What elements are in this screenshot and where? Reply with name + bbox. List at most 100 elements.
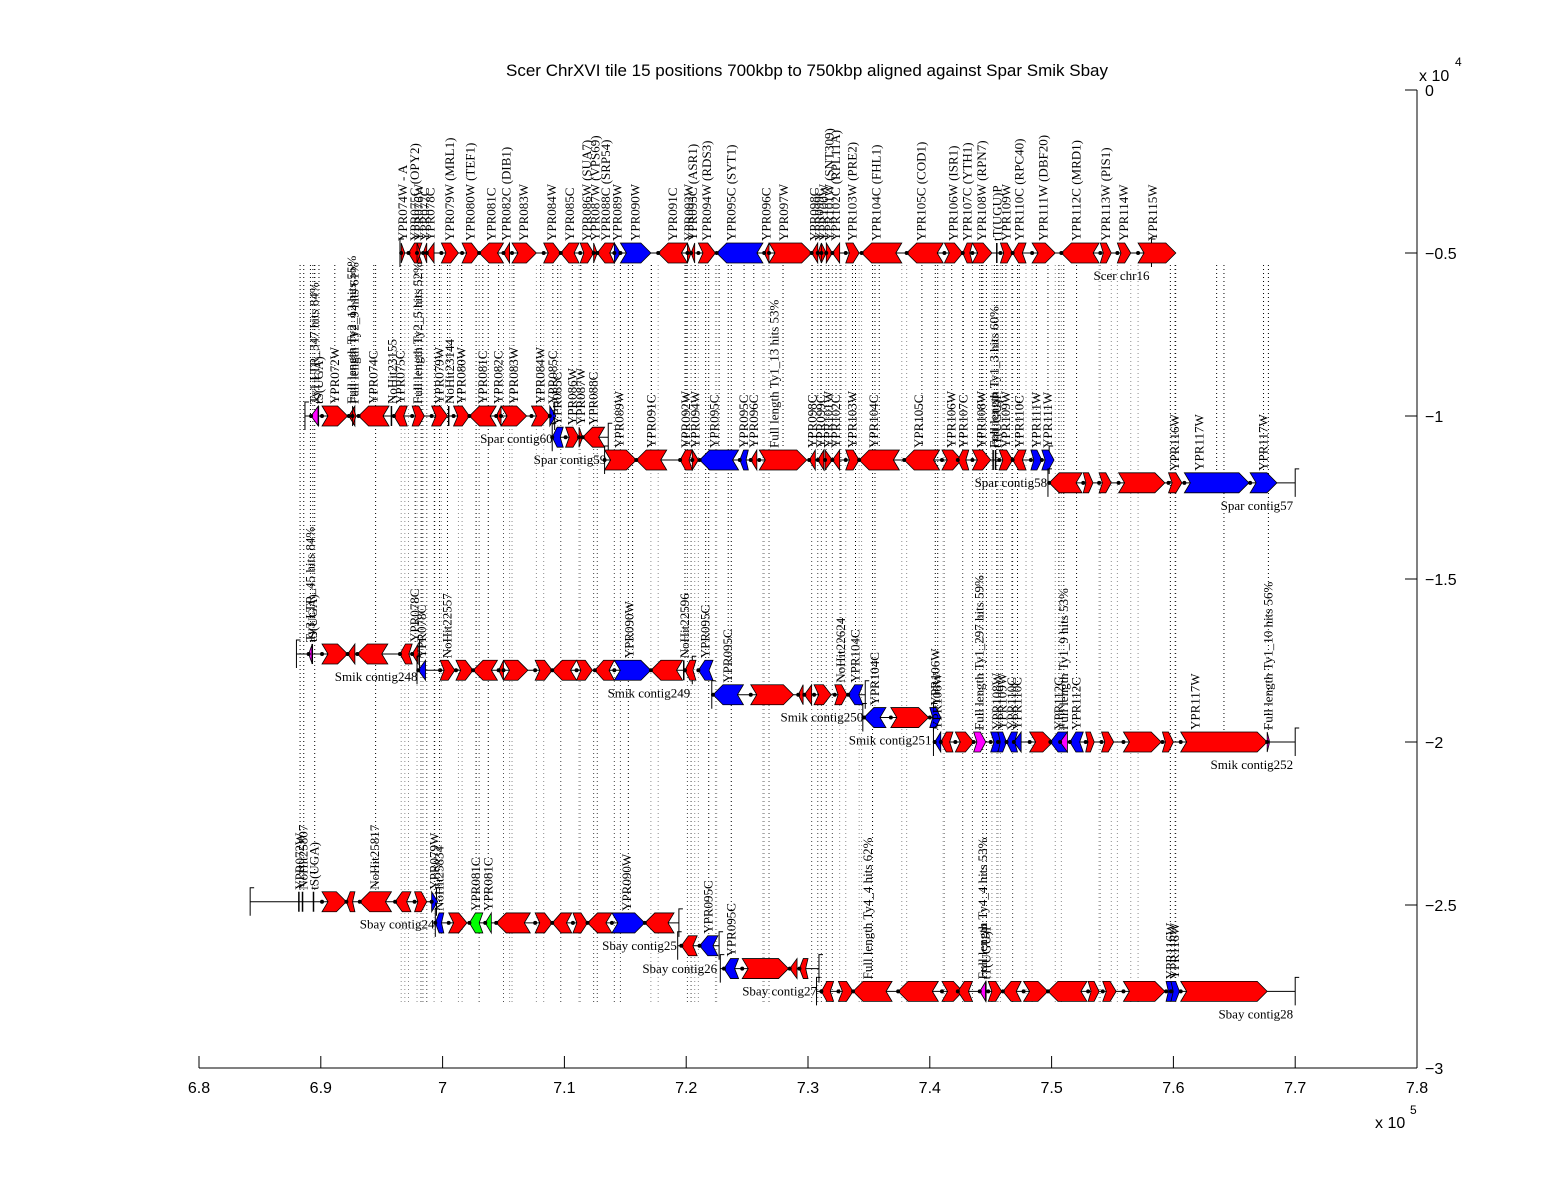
- gene-arrow: [987, 980, 1003, 1002]
- gene-start-dot: [656, 251, 661, 255]
- gene-arrow: [897, 980, 940, 1002]
- gene-label: YPR094W (RDS3): [699, 140, 714, 241]
- gene-label: Full length Ty2_12 hits 55%: [344, 255, 359, 404]
- gene-start-dot: [696, 251, 701, 255]
- gene-start-dot: [1000, 989, 1005, 994]
- x-tick-label: 6.9: [310, 1080, 332, 1097]
- gene-start-dot: [612, 668, 617, 673]
- gene-arrow: [426, 241, 435, 265]
- gene-label: YPR082C: [491, 351, 506, 404]
- gene-start-dot: [533, 668, 538, 673]
- gene-label: YPR079W (MRL1): [442, 138, 457, 241]
- x-multiplier-label: x 10: [1375, 1115, 1405, 1132]
- gene-start-dot: [819, 251, 824, 255]
- gene-arrow: [861, 242, 903, 264]
- gene-label: YPR079W: [432, 346, 447, 404]
- gene-start-dot: [927, 715, 932, 720]
- gene-label: YPR090W: [621, 600, 636, 658]
- contig-end-bracket: [607, 422, 613, 452]
- gene-start-dot: [433, 920, 438, 925]
- gene-label: YPR085C: [550, 372, 565, 425]
- contig-start-bracket: [932, 727, 938, 756]
- gene-label: YPR104C: [867, 652, 882, 705]
- gene-arrow: [940, 731, 954, 753]
- gene-start-dot: [851, 989, 856, 994]
- gene-arrow: [954, 731, 975, 753]
- contig-start-bracket: [434, 908, 440, 937]
- gene-start-dot: [585, 920, 590, 925]
- gene-start-dot: [679, 943, 684, 948]
- gene-arrow: [575, 659, 593, 681]
- gene-arrow: [858, 449, 901, 471]
- gene-arrow: [594, 659, 616, 681]
- gene-label: YPR099C: [813, 395, 828, 448]
- gene-label: YPR091C: [665, 188, 680, 241]
- gene-label: YPR099C: [812, 188, 827, 241]
- gene-label: YPR095C (SYT1): [724, 145, 739, 241]
- gene-start-dot: [1182, 480, 1187, 485]
- y-multiplier-label: x 10: [1419, 68, 1449, 85]
- gene-label: YPR086W: [564, 367, 579, 425]
- contig-label: Spar contig59: [534, 452, 607, 467]
- gene-arrow: [847, 684, 864, 706]
- contig-start-bracket: [416, 655, 422, 685]
- track-smik: Ty3 LTR_45 hits 84%tS(UGA) YPR078C Smik co…: [295, 527, 1300, 772]
- gene-arrow: [357, 405, 390, 427]
- gene-label: YPR106W: [927, 648, 942, 706]
- gene-start-dot: [689, 251, 694, 255]
- gene-start-dot: [843, 458, 848, 463]
- gene-start-dot: [345, 651, 350, 656]
- gene-arrow: [582, 426, 606, 448]
- y-axis: 0 −0.5 −1 −1.5 −2 −2.5 −3: [1405, 83, 1457, 1078]
- contig-end-bracket: [418, 639, 424, 668]
- gene-arrow: [347, 642, 356, 666]
- gene-label: Full length Ty1_13 hits 53%: [766, 299, 781, 448]
- gene-start-dot: [642, 920, 647, 925]
- gene-start-dot: [618, 251, 623, 255]
- gene-arrow: [500, 405, 528, 427]
- gene-arrow: [560, 242, 580, 264]
- gene-start-dot: [570, 920, 575, 925]
- gene-label: YPR117W: [1191, 414, 1206, 471]
- gene-arrow: [551, 426, 564, 448]
- gene-label: Full length Ty1_10 hits 56%: [1260, 581, 1275, 730]
- gene-arrow: [906, 242, 944, 264]
- gene-start-dot: [824, 251, 829, 255]
- gene-start-dot: [397, 651, 402, 656]
- contig-label: Sbay contig26: [642, 961, 717, 976]
- gene-start-dot: [953, 740, 958, 744]
- gene-arrow: [434, 912, 445, 934]
- gene-arrow: [1060, 242, 1100, 264]
- gene-label: YPR106W: [944, 390, 959, 448]
- gene-start-dot: [501, 668, 506, 673]
- gene-start-dot: [320, 414, 325, 418]
- gene-label: YPR095C: [707, 395, 722, 448]
- gene-label: YPR087W (VPS69): [587, 135, 602, 241]
- gene-label: YPR087W: [573, 367, 588, 425]
- gene-label: NoHit23144: [442, 339, 457, 404]
- gene-arrow: [1116, 242, 1132, 264]
- gene-start-dot: [356, 414, 361, 418]
- gene-arrow: [1069, 731, 1084, 753]
- gene-label: YPR106W: [930, 672, 945, 730]
- gene-start-dot: [1097, 480, 1102, 485]
- gene-arrow: [699, 449, 740, 471]
- gene-start-dot: [902, 458, 907, 463]
- gene-start-dot: [541, 251, 546, 255]
- gene-start-dot: [1115, 251, 1120, 255]
- gene-arrow: [1002, 980, 1022, 1002]
- gene-label: YPR080W (TEF1): [463, 143, 478, 241]
- gene-start-dot: [942, 251, 947, 255]
- gene-arrow: [1012, 242, 1027, 264]
- gene-arrow: [1031, 242, 1056, 264]
- gene-label: YPR111W (DBF20): [1036, 135, 1051, 241]
- gene-label: YPR117W: [1188, 673, 1203, 730]
- gene-label: YPR108W (RPN7): [974, 140, 989, 241]
- gene-start-dot: [1178, 740, 1183, 744]
- contig-start-bracket: [1047, 468, 1052, 497]
- contig-end-bracket: [1294, 727, 1300, 756]
- gene-label: YPR112C (MRD1): [1068, 140, 1083, 241]
- gene-start-dot: [971, 740, 976, 744]
